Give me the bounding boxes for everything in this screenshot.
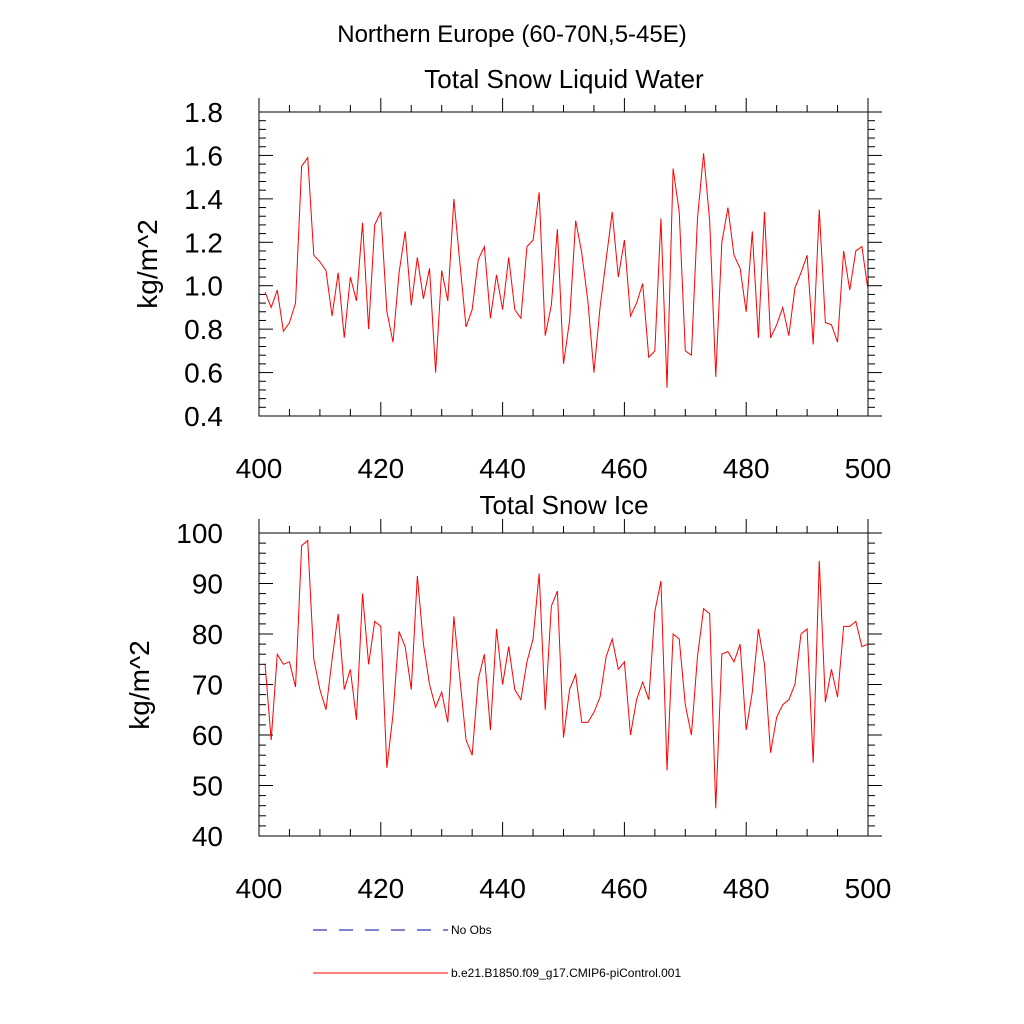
x-tick-label: 460 <box>601 453 648 484</box>
series-line <box>264 153 869 388</box>
series-ice <box>264 539 869 809</box>
y-tick-label: 100 <box>176 518 223 549</box>
panel-snow-liquid-water: Total Snow Liquid Water kg/m^2 400 420 440… <box>132 64 891 484</box>
x-tick-label: 500 <box>845 873 892 904</box>
y-tick-label: 90 <box>192 569 223 600</box>
y-tick-label: 70 <box>192 670 223 701</box>
x-tick-label: 440 <box>479 453 526 484</box>
y-tick-label: 1.2 <box>184 227 223 258</box>
legend-label-model: b.e21.B1850.f09_g17.CMIP6-piControl.001 <box>451 966 681 980</box>
y-tick-label: 50 <box>192 771 223 802</box>
ylabel-ice: kg/m^2 <box>124 640 155 729</box>
x-tick-label: 480 <box>723 873 770 904</box>
y-tick-label: 0.6 <box>184 358 223 389</box>
y-tick-label: 40 <box>192 821 223 852</box>
series-line <box>264 539 869 809</box>
chart-title-liquid: Total Snow Liquid Water <box>424 64 704 94</box>
ylabel-liquid: kg/m^2 <box>132 219 163 308</box>
x-tick-label: 400 <box>236 453 283 484</box>
y-tick-label: 0.4 <box>184 401 223 432</box>
y-tick-label: 1.0 <box>184 271 223 302</box>
legend-label-no-obs: No Obs <box>451 923 492 937</box>
chart-title-ice: Total Snow Ice <box>479 490 648 520</box>
ticks-ice: 400 420 440 460 480 500 40 50 60 70 80 90 100 <box>176 518 891 904</box>
series-liquid <box>264 153 869 388</box>
y-tick-label: 60 <box>192 720 223 751</box>
x-tick-label: 480 <box>723 453 770 484</box>
legend: No Obs b.e21.B1850.f09_g17.CMIP6-piContr… <box>313 923 681 980</box>
x-tick-label: 460 <box>601 873 648 904</box>
y-tick-label: 1.8 <box>184 97 223 128</box>
panel-snow-ice: Total Snow Ice kg/m^2 400 420 440 460 480 500… <box>124 490 891 904</box>
x-tick-label: 420 <box>357 453 404 484</box>
y-tick-label: 1.4 <box>184 184 223 215</box>
figure-suptitle: Northern Europe (60-70N,5-45E) <box>337 21 687 48</box>
y-tick-label: 1.6 <box>184 140 223 171</box>
y-tick-label: 80 <box>192 619 223 650</box>
plot-frame-liquid <box>258 111 869 417</box>
x-tick-label: 440 <box>479 873 526 904</box>
x-tick-label: 420 <box>357 873 404 904</box>
x-tick-label: 400 <box>236 873 283 904</box>
x-tick-label: 500 <box>845 453 892 484</box>
y-tick-label: 0.8 <box>184 314 223 345</box>
plot-frame-ice <box>258 532 869 837</box>
ticks-liquid: 400 420 440 460 480 500 0.4 0.6 0.8 1.0 1.2 1.4 1.6 1… <box>184 97 891 484</box>
